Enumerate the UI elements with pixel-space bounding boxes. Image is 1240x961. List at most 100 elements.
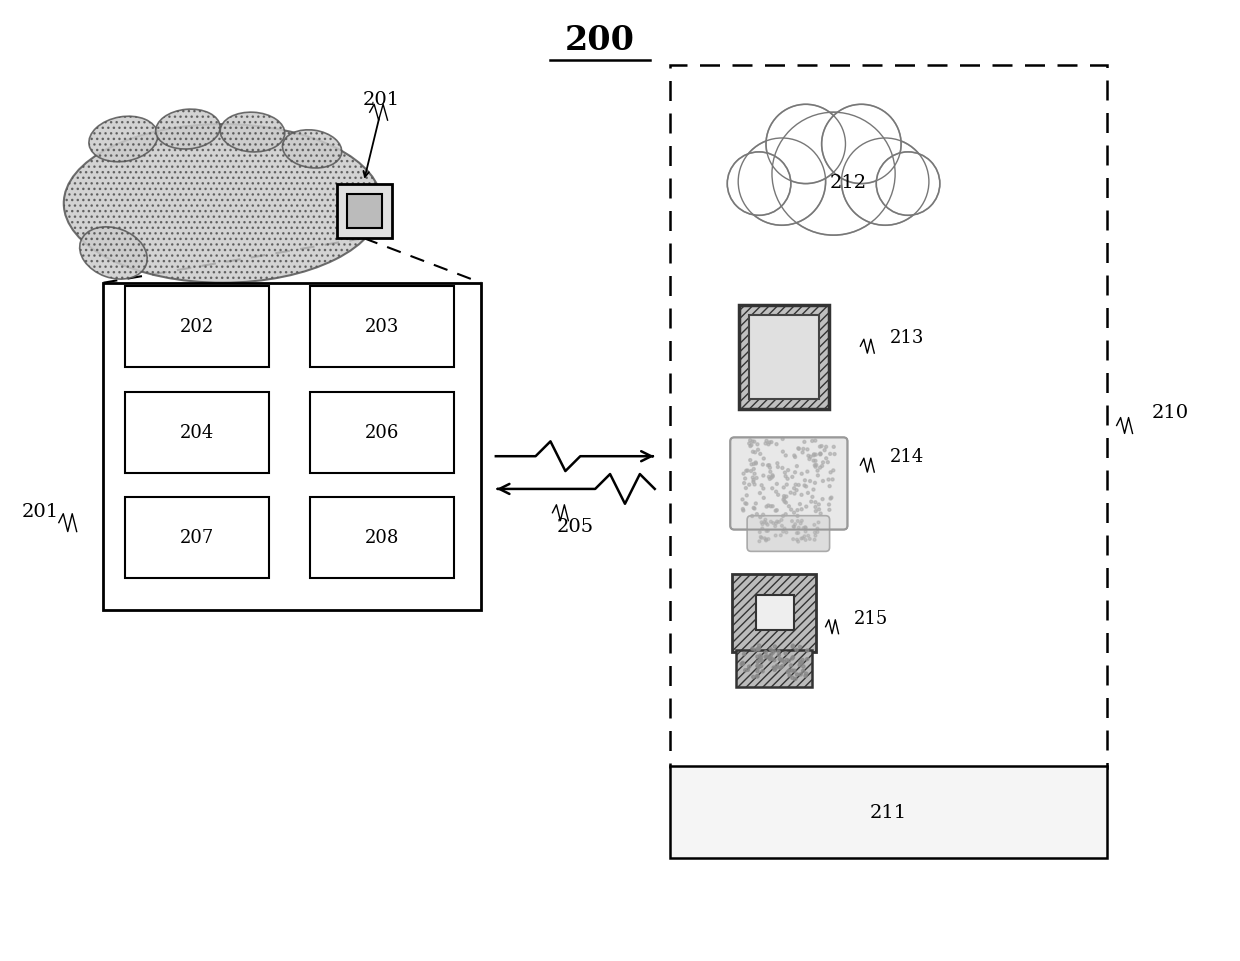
Circle shape (815, 454, 817, 456)
Circle shape (801, 452, 804, 455)
Circle shape (832, 469, 835, 473)
Circle shape (755, 513, 759, 516)
Circle shape (790, 508, 792, 511)
Circle shape (750, 444, 753, 447)
Circle shape (792, 487, 796, 490)
Circle shape (771, 474, 774, 478)
Circle shape (754, 452, 756, 455)
Circle shape (808, 480, 811, 483)
Circle shape (760, 659, 764, 662)
Circle shape (804, 675, 807, 678)
Circle shape (806, 650, 808, 653)
Circle shape (828, 485, 831, 488)
Circle shape (779, 657, 781, 661)
Text: 203: 203 (365, 318, 399, 336)
Circle shape (820, 512, 822, 515)
Circle shape (822, 461, 825, 464)
Circle shape (816, 531, 818, 533)
Circle shape (769, 471, 771, 474)
Circle shape (743, 482, 745, 485)
Circle shape (804, 527, 806, 529)
Circle shape (740, 663, 743, 666)
Circle shape (821, 498, 825, 501)
Circle shape (828, 508, 831, 512)
Circle shape (796, 515, 799, 518)
Circle shape (761, 523, 764, 526)
Circle shape (792, 526, 795, 529)
Circle shape (830, 471, 832, 475)
Circle shape (813, 439, 817, 443)
Circle shape (775, 523, 777, 526)
Circle shape (770, 521, 773, 524)
Circle shape (749, 459, 751, 462)
Circle shape (805, 485, 807, 488)
Circle shape (802, 441, 806, 444)
Circle shape (758, 648, 760, 651)
Circle shape (756, 443, 759, 446)
Circle shape (756, 648, 760, 652)
Circle shape (813, 539, 816, 542)
Circle shape (795, 489, 799, 492)
Circle shape (796, 520, 799, 523)
Ellipse shape (156, 110, 221, 150)
Circle shape (813, 502, 817, 505)
Circle shape (759, 453, 761, 456)
Circle shape (768, 476, 770, 479)
Text: 204: 204 (180, 424, 215, 442)
Circle shape (806, 449, 808, 452)
Circle shape (791, 677, 794, 679)
Circle shape (812, 454, 816, 456)
Circle shape (784, 653, 787, 655)
Circle shape (753, 507, 756, 510)
Circle shape (786, 469, 790, 472)
Circle shape (813, 464, 816, 467)
Circle shape (813, 460, 817, 463)
Circle shape (750, 648, 754, 651)
Circle shape (760, 537, 763, 540)
Bar (670, 65, 1107, 769)
Circle shape (800, 508, 804, 511)
Circle shape (799, 664, 801, 667)
Circle shape (832, 446, 836, 449)
Circle shape (785, 531, 787, 534)
Circle shape (768, 657, 771, 660)
Circle shape (775, 664, 779, 668)
Text: 200: 200 (565, 24, 635, 58)
Circle shape (831, 479, 835, 481)
Circle shape (811, 440, 813, 443)
Circle shape (745, 503, 748, 505)
Text: 211: 211 (869, 803, 906, 822)
Circle shape (771, 652, 774, 654)
Bar (756, 596, 794, 630)
Circle shape (792, 455, 796, 457)
Text: 202: 202 (180, 318, 215, 336)
Circle shape (802, 528, 805, 530)
Circle shape (795, 465, 799, 468)
Circle shape (742, 662, 744, 666)
Circle shape (813, 466, 817, 469)
Circle shape (822, 105, 901, 185)
Circle shape (770, 657, 774, 660)
Circle shape (782, 497, 786, 500)
Circle shape (751, 440, 754, 443)
Circle shape (830, 498, 832, 501)
Circle shape (800, 537, 802, 540)
Circle shape (766, 524, 769, 527)
Circle shape (758, 659, 761, 662)
Circle shape (751, 477, 754, 480)
Circle shape (812, 455, 815, 457)
Circle shape (744, 503, 746, 505)
Circle shape (797, 448, 800, 451)
Circle shape (806, 471, 808, 474)
Circle shape (749, 470, 753, 473)
Circle shape (774, 667, 777, 670)
Circle shape (791, 520, 794, 523)
Circle shape (745, 494, 748, 498)
Circle shape (821, 480, 825, 483)
Circle shape (769, 653, 773, 657)
Circle shape (742, 473, 745, 476)
Circle shape (763, 497, 765, 500)
Circle shape (779, 666, 781, 670)
Ellipse shape (89, 117, 157, 162)
Circle shape (815, 510, 817, 513)
